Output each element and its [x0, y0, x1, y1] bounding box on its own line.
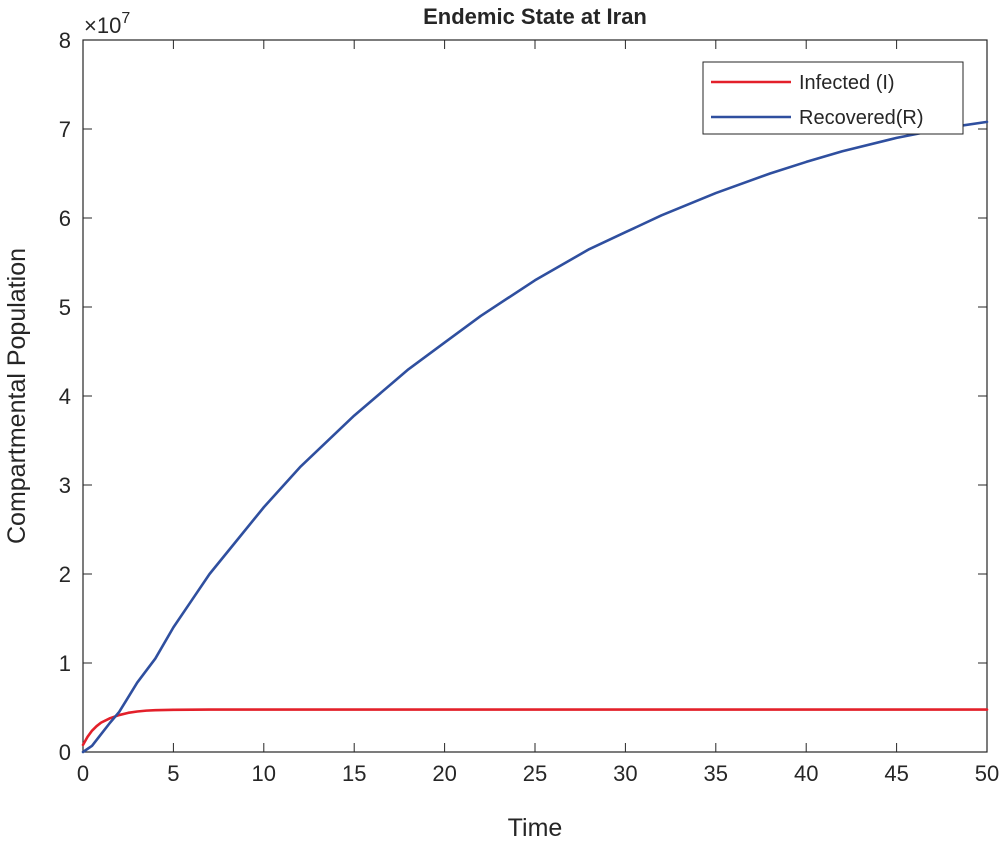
series-layer [81, 120, 989, 754]
x-tick-label: 0 [77, 761, 89, 786]
legend-entry-recovered: Recovered(R) [799, 107, 923, 129]
y-tick-label: 7 [59, 117, 71, 142]
x-tick-label: 10 [252, 761, 276, 786]
x-tick-label: 40 [794, 761, 818, 786]
x-tick-label: 30 [613, 761, 637, 786]
chart-title: Endemic State at Iran [423, 4, 647, 29]
legend-entry-infected: Infected (I) [799, 72, 895, 94]
plot-area [82, 39, 988, 753]
y-tick-label: 5 [59, 295, 71, 320]
y-axis-label: Compartmental Population [3, 248, 31, 544]
x-tick-label: 25 [523, 761, 547, 786]
series-line-infected [81, 708, 989, 747]
y-tick-label: 6 [59, 206, 71, 231]
exponent-base: ×10 [84, 13, 121, 38]
series-line-recovered [81, 120, 989, 754]
y-axis-exponent: ×107 [84, 10, 130, 38]
x-tick-label: 35 [704, 761, 728, 786]
y-tick-label: 8 [59, 28, 71, 53]
x-axis-ticks: 0 5 10 15 20 25 30 35 40 45 50 [77, 40, 999, 786]
legend-box [702, 61, 964, 135]
y-tick-label: 2 [59, 562, 71, 587]
x-tick-label: 15 [342, 761, 366, 786]
legend: Infected (I) Recovered(R) [702, 61, 964, 135]
y-tick-label: 4 [59, 384, 71, 409]
y-tick-label: 3 [59, 473, 71, 498]
y-axis-ticks: 0 1 2 3 4 5 6 7 8 [59, 28, 987, 765]
x-tick-label: 20 [432, 761, 456, 786]
x-tick-label: 45 [884, 761, 908, 786]
x-tick-label: 5 [167, 761, 179, 786]
exponent-power: 7 [121, 10, 130, 27]
x-axis-label: Time [508, 814, 563, 841]
y-tick-label: 0 [59, 740, 71, 765]
x-tick-label: 50 [975, 761, 999, 786]
y-tick-label: 1 [59, 651, 71, 676]
